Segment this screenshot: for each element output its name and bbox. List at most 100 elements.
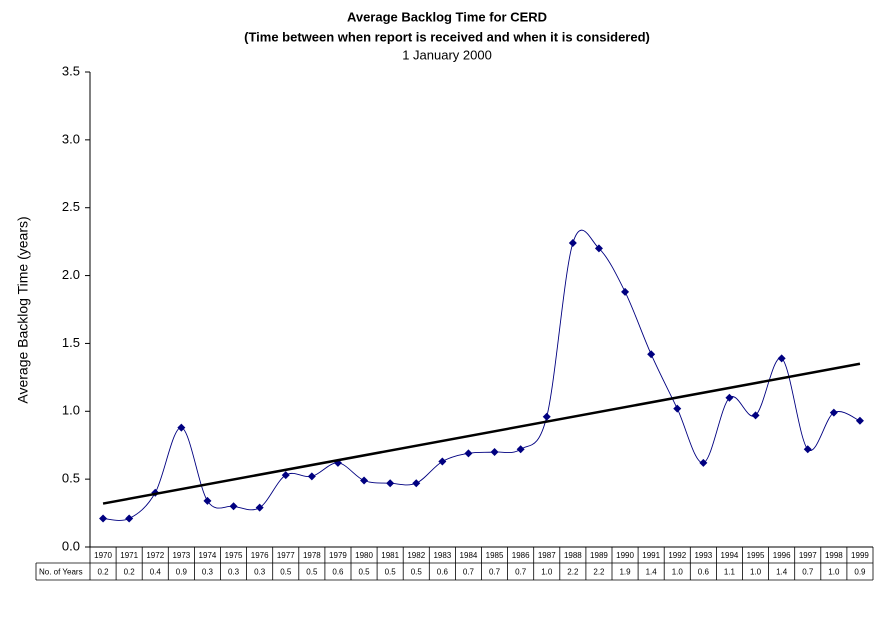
- table-value: 0.5: [280, 568, 292, 577]
- data-point: [647, 350, 656, 359]
- data-point: [516, 445, 525, 454]
- data-point: [751, 411, 760, 420]
- x-tick-label: 1988: [564, 551, 582, 560]
- data-point: [594, 244, 603, 253]
- y-tick-label: 1.0: [62, 403, 80, 418]
- table-value: 0.7: [515, 568, 527, 577]
- table-value: 2.2: [593, 568, 605, 577]
- table-value: 0.9: [176, 568, 188, 577]
- data-point: [229, 502, 238, 511]
- chart-title: Average Backlog Time for CERD: [347, 9, 547, 24]
- table-value: 0.6: [437, 568, 449, 577]
- table-value: 1.0: [750, 568, 762, 577]
- data-point: [803, 445, 812, 454]
- table-value: 0.5: [306, 568, 318, 577]
- table-value: 2.2: [567, 568, 579, 577]
- data-point: [855, 416, 864, 425]
- x-tick-label: 1980: [355, 551, 373, 560]
- x-tick-label: 1992: [668, 551, 686, 560]
- series-line: [103, 229, 861, 521]
- table-value: 0.5: [411, 568, 423, 577]
- table-value: 0.7: [489, 568, 501, 577]
- x-tick-label: 1997: [799, 551, 817, 560]
- data-point: [99, 514, 108, 523]
- data-point: [307, 472, 316, 481]
- x-tick-label: 1977: [277, 551, 295, 560]
- x-tick-label: 1981: [381, 551, 399, 560]
- trend-line: [102, 362, 861, 505]
- data-point: [281, 471, 290, 480]
- x-tick-label: 1976: [251, 551, 269, 560]
- data-point: [177, 423, 186, 432]
- table-value: 1.0: [672, 568, 684, 577]
- x-tick-label: 1972: [146, 551, 164, 560]
- x-tick-label: 1982: [407, 551, 425, 560]
- table-value: 1.9: [619, 568, 631, 577]
- x-tick-label: 1974: [199, 551, 217, 560]
- x-tick-label: 1994: [721, 551, 739, 560]
- y-tick-label: 3.0: [62, 131, 80, 146]
- x-tick-label: 1970: [94, 551, 112, 560]
- table-value: 1.1: [724, 568, 736, 577]
- data-point: [673, 404, 682, 413]
- table-value: 0.3: [202, 568, 214, 577]
- table-value: 1.0: [828, 568, 840, 577]
- data-point: [699, 458, 708, 467]
- chart-date: 1 January 2000: [402, 47, 492, 62]
- x-tick-label: 1975: [225, 551, 243, 560]
- data-point: [125, 514, 134, 523]
- y-tick-label: 1.5: [62, 335, 80, 350]
- x-tick-label: 1986: [512, 551, 530, 560]
- table-value: 0.2: [97, 568, 109, 577]
- table-value: 0.9: [854, 568, 866, 577]
- x-tick-label: 1993: [694, 551, 712, 560]
- x-tick-label: 1978: [303, 551, 321, 560]
- table-value: 0.3: [228, 568, 240, 577]
- y-tick-label: 3.5: [62, 63, 80, 78]
- data-point: [777, 354, 786, 363]
- table-value: 0.4: [150, 568, 162, 577]
- data-point: [542, 412, 551, 421]
- x-tick-label: 1996: [773, 551, 791, 560]
- x-tick-label: 1987: [538, 551, 556, 560]
- table-value: 0.5: [385, 568, 397, 577]
- data-point: [490, 448, 499, 456]
- y-axis-label: Average Backlog Time (years): [15, 216, 31, 403]
- data-point: [360, 476, 369, 485]
- x-tick-label: 1991: [642, 551, 660, 560]
- data-point: [203, 496, 212, 505]
- y-tick-label: 0.0: [62, 538, 80, 553]
- data-point: [725, 393, 734, 402]
- data-point: [438, 457, 447, 466]
- x-tick-label: 1984: [460, 551, 478, 560]
- data-point: [829, 408, 838, 417]
- y-tick-label: 0.5: [62, 471, 80, 486]
- x-tick-label: 1999: [851, 551, 869, 560]
- table-value: 1.0: [541, 568, 553, 577]
- table-value: 1.4: [646, 568, 658, 577]
- x-tick-label: 1995: [747, 551, 765, 560]
- x-tick-label: 1990: [616, 551, 634, 560]
- table-value: 0.6: [332, 568, 344, 577]
- x-tick-label: 1979: [329, 551, 347, 560]
- x-tick-label: 1971: [120, 551, 138, 560]
- table-value: 0.7: [802, 568, 814, 577]
- x-tick-label: 1998: [825, 551, 843, 560]
- table-value: 0.7: [463, 568, 475, 577]
- data-point: [255, 503, 264, 512]
- x-tick-label: 1989: [590, 551, 608, 560]
- table-value: 0.3: [254, 568, 266, 577]
- data-point: [621, 287, 630, 296]
- data-point: [386, 479, 395, 488]
- y-tick-label: 2.0: [62, 267, 80, 282]
- data-point: [568, 239, 577, 247]
- x-tick-label: 1973: [172, 551, 190, 560]
- table-value: 0.2: [124, 568, 136, 577]
- table-value: 1.4: [776, 568, 788, 577]
- x-tick-label: 1985: [486, 551, 504, 560]
- table-value: 0.5: [358, 568, 370, 577]
- x-tick-label: 1983: [433, 551, 451, 560]
- data-point: [412, 479, 421, 488]
- table-row-label: No. of Years: [39, 568, 83, 577]
